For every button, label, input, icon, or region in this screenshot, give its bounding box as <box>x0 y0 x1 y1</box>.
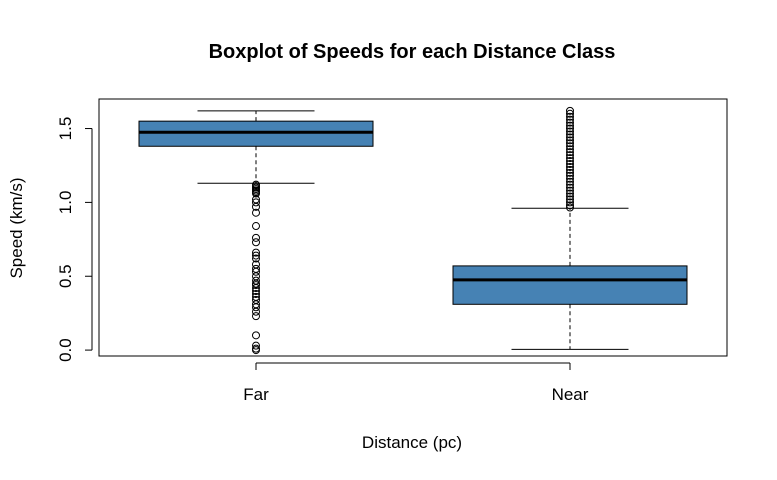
outlier-point <box>252 284 260 293</box>
outlier-point <box>252 251 260 260</box>
outlier-point <box>566 189 574 198</box>
outlier-point <box>566 127 574 136</box>
y-tick-label: 0.5 <box>56 264 75 288</box>
outlier-point <box>252 331 260 340</box>
outlier-point <box>566 174 574 183</box>
outlier-point <box>252 254 260 263</box>
boxes-layer <box>138 106 688 355</box>
outlier-point <box>252 267 260 276</box>
outlier-point <box>566 106 574 115</box>
y-axis: 0.0 0.5 1.0 1.5 <box>56 117 93 362</box>
outlier-point <box>566 203 574 212</box>
outlier-point <box>566 192 574 201</box>
outlier-point <box>566 157 574 166</box>
outlier-point <box>252 208 260 217</box>
y-tick-label: 1.5 <box>56 117 75 141</box>
x-axis-label: Distance (pc) <box>362 433 462 452</box>
outlier-point <box>252 307 260 316</box>
plot-frame <box>98 98 728 357</box>
outlier-point <box>252 287 260 296</box>
outlier-point <box>252 248 260 257</box>
box-group-far <box>138 110 374 355</box>
box-group-near <box>452 106 688 350</box>
outlier-point <box>252 233 260 242</box>
outlier-point <box>566 142 574 151</box>
outlier-point <box>252 346 260 355</box>
outlier-point <box>566 165 574 174</box>
outlier-point <box>252 289 260 298</box>
outlier-point <box>566 195 574 204</box>
chart-title: Boxplot of Speeds for each Distance Clas… <box>209 41 616 63</box>
outlier-point <box>566 139 574 148</box>
outlier-point <box>252 202 260 211</box>
outlier-point <box>566 201 574 210</box>
outlier-point <box>566 198 574 207</box>
x-tick-label: Far <box>243 385 269 404</box>
outlier-point <box>252 281 260 290</box>
outlier-point <box>566 168 574 177</box>
outlier-point <box>566 145 574 154</box>
outlier-point <box>252 198 260 207</box>
outlier-point <box>566 115 574 124</box>
outlier-point <box>566 183 574 192</box>
outlier-point <box>566 186 574 195</box>
outlier-point <box>566 171 574 180</box>
outlier-point <box>566 124 574 133</box>
outlier-point <box>566 180 574 189</box>
outlier-point <box>252 312 260 321</box>
y-tick-label: 1.0 <box>56 191 75 215</box>
y-axis-label: Speed (km/s) <box>7 177 26 278</box>
outlier-point <box>566 151 574 160</box>
x-axis: Far Near <box>243 362 589 404</box>
outlier-point <box>252 189 260 198</box>
outlier-point <box>566 162 574 171</box>
outlier-point <box>566 109 574 118</box>
outlier-point <box>566 121 574 130</box>
outlier-point <box>252 303 260 312</box>
outlier-point <box>566 112 574 121</box>
outlier-point <box>566 159 574 168</box>
outlier-point <box>566 136 574 145</box>
y-tick-label: 0.0 <box>56 338 75 362</box>
outlier-point <box>566 130 574 139</box>
outlier-point <box>252 238 260 247</box>
outlier-point <box>566 177 574 186</box>
outlier-point <box>252 341 260 350</box>
outlier-point <box>566 154 574 163</box>
outlier-point <box>566 118 574 127</box>
outlier-point <box>566 133 574 142</box>
box-iqr <box>452 265 688 305</box>
outlier-point <box>566 148 574 157</box>
outlier-point <box>252 222 260 231</box>
x-tick-label: Near <box>552 385 589 404</box>
